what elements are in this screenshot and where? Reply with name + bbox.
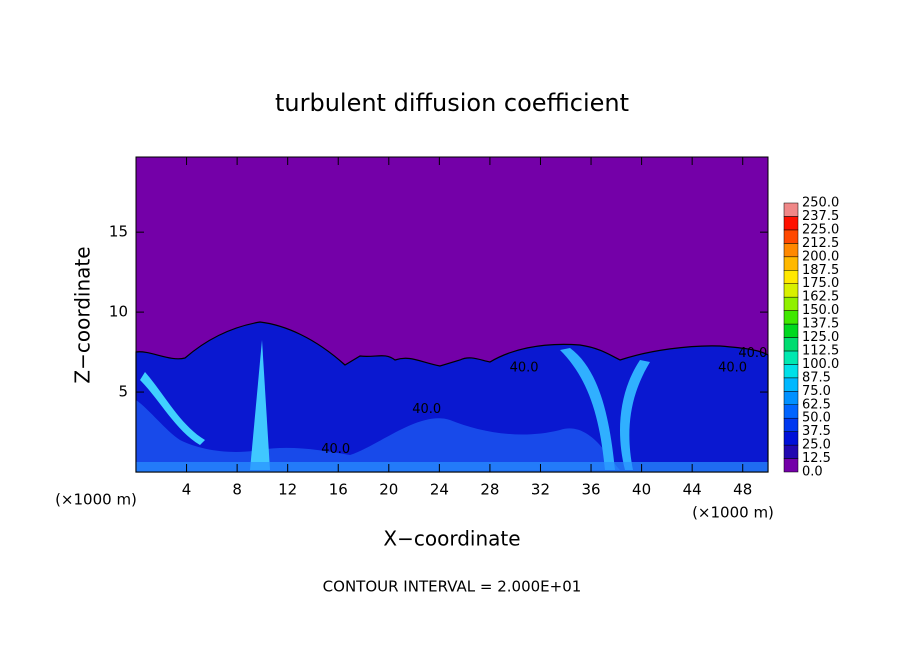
colorbar-box: [783, 404, 799, 419]
colorbar-label: 212.5: [802, 236, 839, 251]
colorbar-label: 75.0: [802, 384, 831, 399]
colorbar-box: [783, 270, 799, 284]
colorbar-label: 225.0: [802, 222, 839, 237]
field-streak: [140, 372, 205, 445]
contour-label: 40.0: [510, 361, 539, 376]
y-tick-label: 5: [118, 383, 128, 401]
colorbar-box: [783, 229, 799, 244]
colorbar-box: [783, 458, 799, 473]
colorbar-box: [783, 202, 799, 217]
x-unit-label: (×1000 m): [55, 491, 137, 509]
colorbar-label: 162.5: [802, 290, 839, 305]
x-axis-label: X−coordinate: [383, 527, 520, 551]
colorbar-label: 12.5: [802, 451, 831, 466]
colorbar-box: [783, 377, 799, 392]
contour-label: 40.0: [412, 402, 441, 417]
x-tick-label: 24: [430, 481, 449, 499]
colorbar-box: [783, 310, 799, 325]
contour-label: 40.0: [321, 442, 350, 457]
colorbar-label: 175.0: [802, 276, 839, 291]
colorbar-label: 112.5: [802, 343, 839, 358]
field-region: [136, 462, 768, 472]
colorbar-box: [783, 323, 799, 338]
contour-label: 40.0: [718, 361, 747, 376]
colorbar-label: 100.0: [802, 357, 839, 372]
x-tick-label: 16: [329, 481, 348, 499]
colorbar-label: 0.0: [802, 465, 823, 480]
contour-label: 40.0: [738, 346, 767, 361]
colorbar-label: 187.5: [802, 263, 839, 278]
x-tick-label: 48: [733, 481, 752, 499]
colorbar-label: 200.0: [802, 249, 839, 264]
plot-frame: [135, 156, 769, 473]
colorbar-label: 250.0: [802, 196, 839, 211]
y-tick-label: 15: [109, 223, 128, 241]
x-tick-label: 8: [232, 481, 242, 499]
field: [135, 321, 769, 473]
x-tick-label: 20: [379, 481, 398, 499]
x-tick-label: 32: [531, 481, 550, 499]
x-tick-label: 4: [182, 481, 192, 499]
colorbar-box: [783, 243, 799, 258]
colorbar-box: [783, 444, 799, 459]
y-tick-label: 10: [109, 303, 128, 321]
colorbar-box: [783, 350, 799, 365]
colorbar-label: 150.0: [802, 303, 839, 318]
field-streak: [560, 348, 615, 470]
y-axis-label: Z−coordinate: [71, 246, 95, 383]
colorbar-box: [783, 337, 799, 352]
chart-title: turbulent diffusion coefficient: [275, 89, 629, 117]
x-tick-label: 44: [683, 481, 702, 499]
colorbar-box: [783, 283, 799, 298]
colorbar-label: 37.5: [802, 424, 831, 439]
y-unit-label: (×1000 m): [692, 504, 774, 522]
x-tick-label: 36: [581, 481, 600, 499]
field-streak: [250, 340, 270, 470]
field-streak: [620, 360, 650, 470]
colorbar-box: [783, 431, 799, 446]
x-tick-label: 28: [480, 481, 499, 499]
colorbar-label: 87.5: [802, 370, 831, 385]
colorbar-box: [783, 391, 799, 405]
colorbar-label: 50.0: [802, 411, 831, 426]
x-tick-label: 40: [632, 481, 651, 499]
colorbar-box: [783, 417, 799, 432]
colorbar-box: [783, 296, 799, 311]
colorbar-label: 237.5: [802, 209, 839, 224]
footnote: CONTOUR INTERVAL = 2.000E+01: [323, 578, 582, 596]
colorbar-box: [783, 256, 799, 271]
x-tick-label: 12: [278, 481, 297, 499]
colorbar-label: 125.0: [802, 330, 839, 345]
colorbar-box: [783, 364, 799, 379]
colorbar-box: [783, 216, 799, 231]
colorbar-label: 137.5: [802, 317, 839, 332]
colorbar-label: 62.5: [802, 397, 831, 412]
colorbar-label: 25.0: [802, 438, 831, 453]
